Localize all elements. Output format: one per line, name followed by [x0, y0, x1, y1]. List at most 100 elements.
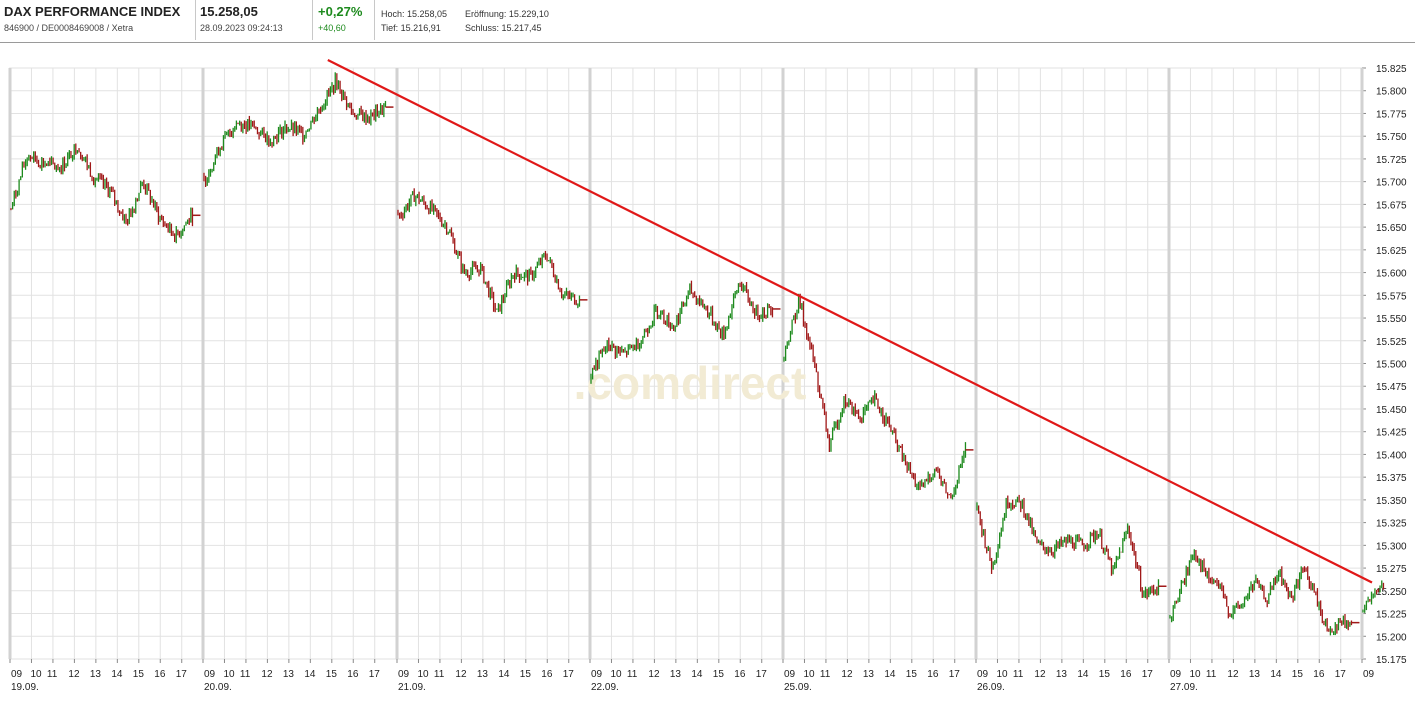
- x-tick-label: 17: [563, 669, 575, 680]
- x-date-label: 25.09.: [784, 682, 812, 693]
- x-tick-label: 15: [1292, 669, 1304, 680]
- x-tick-label: 13: [283, 669, 295, 680]
- x-tick-label: 16: [541, 669, 553, 680]
- x-tick-label: 13: [90, 669, 102, 680]
- x-tick-label: 09: [204, 669, 216, 680]
- x-date-label: 21.09.: [398, 682, 426, 693]
- x-tick-label: 16: [734, 669, 746, 680]
- y-tick-label: 15.525: [1376, 337, 1407, 348]
- change-percent: +0,27%: [318, 4, 363, 19]
- x-tick-label: 13: [1056, 669, 1068, 680]
- y-tick-label: 15.575: [1376, 291, 1407, 302]
- header-divider: [312, 0, 313, 40]
- x-tick-label: 17: [1335, 669, 1347, 680]
- x-tick-label: 14: [304, 669, 316, 680]
- x-tick-label: 10: [803, 669, 815, 680]
- x-tick-label: 16: [1313, 669, 1325, 680]
- close-value: Schluss: 15.217,45: [465, 23, 542, 33]
- x-tick-label: 11: [627, 669, 638, 680]
- x-tick-label: 11: [434, 669, 445, 680]
- y-tick-label: 15.350: [1376, 496, 1407, 507]
- x-tick-label: 17: [949, 669, 961, 680]
- x-tick-label: 09: [398, 669, 410, 680]
- y-tick-label: 15.750: [1376, 132, 1407, 143]
- y-tick-label: 15.725: [1376, 155, 1407, 166]
- y-tick-label: 15.175: [1376, 655, 1407, 666]
- high-value: Hoch: 15.258,05: [381, 9, 448, 19]
- x-date-label: 19.09.: [11, 682, 39, 693]
- x-tick-label: 09: [1363, 669, 1375, 680]
- x-tick-label: 13: [1249, 669, 1261, 680]
- x-tick-label: 16: [927, 669, 939, 680]
- y-tick-label: 15.775: [1376, 109, 1407, 120]
- y-tick-label: 15.675: [1376, 200, 1407, 211]
- x-tick-label: 09: [1170, 669, 1182, 680]
- x-tick-label: 11: [47, 669, 58, 680]
- x-tick-label: 13: [670, 669, 682, 680]
- y-tick-label: 15.225: [1376, 610, 1407, 621]
- x-date-label: 26.09.: [977, 682, 1005, 693]
- x-tick-label: 10: [417, 669, 429, 680]
- y-tick-label: 15.825: [1376, 64, 1407, 75]
- x-tick-label: 14: [111, 669, 123, 680]
- x-tick-label: 17: [1142, 669, 1154, 680]
- x-tick-label: 10: [610, 669, 622, 680]
- y-tick-label: 15.400: [1376, 450, 1407, 461]
- header-divider: [374, 0, 375, 40]
- y-tick-label: 15.300: [1376, 541, 1407, 552]
- y-tick-label: 15.275: [1376, 564, 1407, 575]
- x-tick-label: 13: [863, 669, 875, 680]
- x-tick-label: 15: [326, 669, 338, 680]
- x-tick-label: 10: [996, 669, 1008, 680]
- x-tick-label: 15: [133, 669, 145, 680]
- header-divider: [195, 0, 196, 40]
- y-tick-label: 15.475: [1376, 382, 1407, 393]
- trend-line: [327, 59, 1373, 584]
- x-tick-label: 14: [1077, 669, 1089, 680]
- x-tick-label: 15: [520, 669, 532, 680]
- x-date-label: 20.09.: [204, 682, 232, 693]
- y-tick-label: 15.650: [1376, 223, 1407, 234]
- x-tick-label: 11: [820, 669, 831, 680]
- instrument-name: DAX PERFORMANCE INDEX: [4, 4, 181, 19]
- x-tick-label: 16: [1120, 669, 1132, 680]
- y-tick-label: 15.625: [1376, 246, 1407, 257]
- intraday-chart: 15.825 15.800 15.775 15.750 15.725 15.700 15.6…: [8, 59, 1407, 693]
- y-tick-label: 15.550: [1376, 314, 1407, 325]
- x-tick-label: 16: [154, 669, 166, 680]
- y-tick-label: 15.600: [1376, 269, 1407, 280]
- x-tick-label: 17: [369, 669, 381, 680]
- x-tick-label: 15: [906, 669, 918, 680]
- x-tick-label: 12: [68, 669, 80, 680]
- change-absolute: +40,60: [318, 23, 346, 33]
- x-tick-label: 11: [1013, 669, 1024, 680]
- x-tick-label: 14: [498, 669, 510, 680]
- instrument-ids: 846900 / DE0008469008 / Xetra: [4, 23, 134, 33]
- x-tick-label: 12: [1034, 669, 1046, 680]
- x-date-label: 22.09.: [591, 682, 619, 693]
- x-tick-label: 12: [841, 669, 853, 680]
- x-tick-label: 12: [648, 669, 660, 680]
- x-tick-label: 14: [691, 669, 703, 680]
- x-tick-label: 15: [1099, 669, 1111, 680]
- x-tick-label: 09: [784, 669, 796, 680]
- x-tick-label: 11: [240, 669, 251, 680]
- y-tick-label: 15.425: [1376, 428, 1407, 439]
- y-tick-label: 15.375: [1376, 473, 1407, 484]
- y-tick-label: 15.800: [1376, 87, 1407, 98]
- x-tick-label: 13: [477, 669, 489, 680]
- x-tick-label: 12: [261, 669, 273, 680]
- y-tick-label: 15.250: [1376, 587, 1407, 598]
- quote-timestamp: 28.09.2023 09:24:13: [200, 23, 283, 33]
- y-tick-label: 15.200: [1376, 632, 1407, 643]
- x-tick-label: 12: [1227, 669, 1239, 680]
- y-tick-label: 15.450: [1376, 405, 1407, 416]
- x-tick-label: 15: [713, 669, 725, 680]
- y-tick-label: 15.700: [1376, 178, 1407, 189]
- x-tick-label: 16: [347, 669, 359, 680]
- x-tick-label: 14: [1270, 669, 1282, 680]
- x-tick-label: 10: [1189, 669, 1201, 680]
- x-tick-label: 17: [176, 669, 188, 680]
- x-tick-label: 14: [884, 669, 896, 680]
- x-tick-label: 09: [11, 669, 23, 680]
